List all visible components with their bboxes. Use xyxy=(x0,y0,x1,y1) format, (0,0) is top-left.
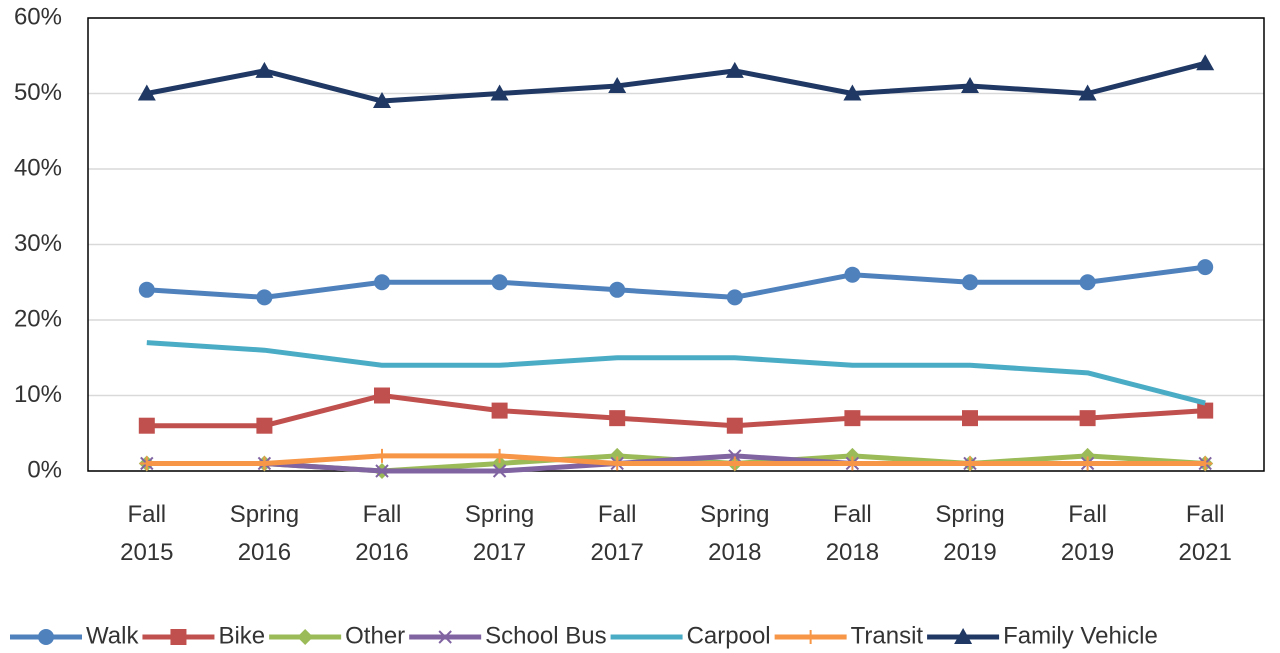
legend-marker xyxy=(297,629,314,645)
series-line xyxy=(146,264,1206,300)
marker xyxy=(963,456,977,471)
marker xyxy=(491,274,508,291)
x-tick-label: Spring 2017 xyxy=(464,501,535,566)
y-tick-label: 50% xyxy=(14,79,62,106)
marker xyxy=(843,84,862,101)
legend-marker xyxy=(803,630,818,644)
marker xyxy=(726,289,743,306)
marker xyxy=(138,281,155,298)
series-line xyxy=(146,340,1206,406)
y-tick-label: 30% xyxy=(14,230,62,257)
x-tick-label: Fall 2021 xyxy=(1178,501,1232,566)
marker xyxy=(490,84,509,101)
x-tick-label: Fall 2015 xyxy=(120,501,174,566)
plot-border xyxy=(87,17,1265,472)
y-tick-label: 0% xyxy=(27,456,62,483)
marker xyxy=(845,456,860,471)
marker xyxy=(726,417,743,434)
x-tick-label: Fall 2017 xyxy=(590,501,644,566)
marker xyxy=(374,387,390,404)
marker xyxy=(375,464,389,478)
x-tick-label: Fall 2016 xyxy=(355,501,409,566)
x-tick-label: Fall 2019 xyxy=(1060,501,1115,566)
x-tick-label: Spring 2016 xyxy=(229,501,300,566)
legend-marker xyxy=(438,630,452,644)
marker xyxy=(609,410,626,427)
legend-label: Other xyxy=(345,622,405,649)
x-tick-label: Fall 2018 xyxy=(825,501,880,566)
marker xyxy=(727,456,742,471)
series-line xyxy=(146,60,1206,104)
marker xyxy=(492,464,507,478)
marker xyxy=(1079,410,1096,427)
legend-marker xyxy=(954,628,973,644)
marker xyxy=(492,448,507,463)
y-tick-label: 40% xyxy=(14,154,62,181)
marker xyxy=(138,417,155,434)
marker xyxy=(139,456,154,471)
marker xyxy=(1196,54,1215,71)
marker xyxy=(725,61,744,78)
series-line xyxy=(146,453,1206,466)
y-tick-label: 10% xyxy=(14,381,62,408)
marker xyxy=(257,456,272,471)
legend-label: Transit xyxy=(851,622,924,649)
marker xyxy=(137,84,156,101)
marker xyxy=(374,274,390,291)
legend-label: Carpool xyxy=(687,622,771,649)
marker xyxy=(1197,259,1214,276)
marker xyxy=(1078,84,1097,101)
marker xyxy=(1079,274,1096,291)
legend-label: Family Vehicle xyxy=(1003,622,1158,649)
series-line xyxy=(146,393,1206,429)
marker xyxy=(491,402,508,419)
marker xyxy=(1198,456,1213,471)
legend-label: Bike xyxy=(218,622,265,649)
marker xyxy=(373,92,391,109)
x-tick-label: Spring 2018 xyxy=(700,501,770,566)
marker xyxy=(1080,456,1095,471)
marker xyxy=(256,417,273,434)
marker xyxy=(844,410,861,427)
y-tick-label: 20% xyxy=(14,305,62,332)
marker xyxy=(962,274,978,291)
marker xyxy=(961,76,979,93)
legend-label: Walk xyxy=(86,622,139,649)
legend-marker xyxy=(38,629,54,645)
marker xyxy=(375,448,389,463)
marker xyxy=(608,76,627,93)
marker xyxy=(1197,402,1214,419)
y-tick-label: 60% xyxy=(14,3,62,30)
marker xyxy=(728,449,742,463)
marker xyxy=(962,410,978,427)
marker xyxy=(256,289,273,306)
legend-marker xyxy=(170,629,187,645)
marker xyxy=(609,281,626,298)
legend-label: School Bus xyxy=(485,622,606,649)
marker xyxy=(844,266,861,283)
marker xyxy=(255,61,274,78)
x-tick-label: Spring 2019 xyxy=(935,501,1005,566)
marker xyxy=(610,456,625,471)
